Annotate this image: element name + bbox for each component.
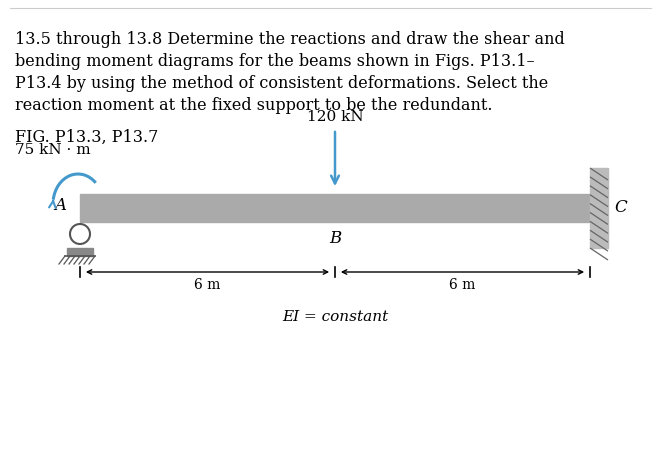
Text: bending moment diagrams for the beams shown in Figs. P13.1–: bending moment diagrams for the beams sh… — [15, 53, 535, 70]
Circle shape — [70, 224, 90, 244]
Text: 6 m: 6 m — [194, 278, 221, 292]
Text: A: A — [54, 198, 66, 214]
Text: EI = constant: EI = constant — [282, 310, 388, 324]
Text: C: C — [614, 200, 627, 217]
Bar — [80, 194, 590, 222]
Text: 13.5 through 13.8 Determine the reactions and draw the shear and: 13.5 through 13.8 Determine the reaction… — [15, 31, 564, 48]
Text: 6 m: 6 m — [449, 278, 476, 292]
Text: reaction moment at the fixed support to be the redundant.: reaction moment at the fixed support to … — [15, 97, 492, 114]
Text: FIG. P13.3, P13.7: FIG. P13.3, P13.7 — [15, 129, 159, 146]
Bar — [590, 168, 608, 248]
Text: 75 kN · m: 75 kN · m — [15, 143, 91, 157]
Text: P13.4 by using the method of consistent deformations. Select the: P13.4 by using the method of consistent … — [15, 75, 548, 92]
Text: B: B — [329, 230, 341, 247]
Bar — [67, 248, 93, 256]
Text: 120 kN: 120 kN — [307, 110, 364, 124]
